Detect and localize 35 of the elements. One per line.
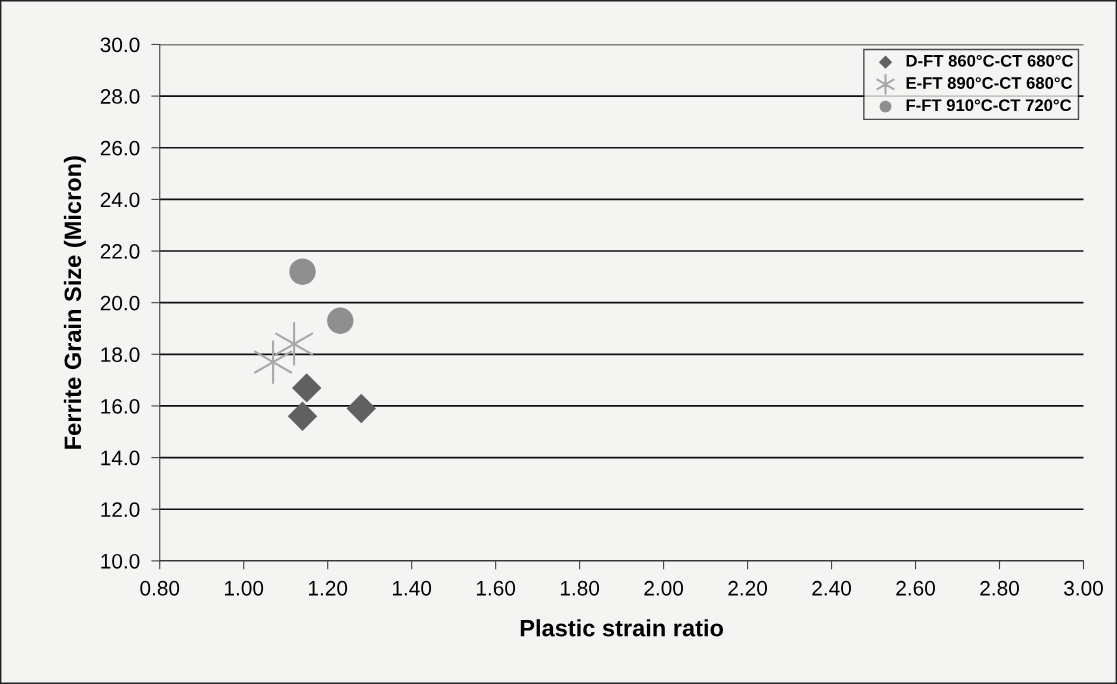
legend-label: D-FT 860°C-CT 680°C: [906, 54, 1074, 67]
point: [254, 340, 293, 384]
y-tick-label: 10.0: [101, 553, 140, 569]
x-tick-label: 3.00: [1064, 580, 1103, 596]
x-tick-label: 2.20: [728, 580, 768, 596]
legend-label: E-FT 890°C-CT 680°C: [906, 77, 1073, 89]
y-tick-label: 20.0: [100, 295, 140, 311]
x-tick-label: 2.40: [812, 580, 852, 596]
y-tick-label: 12.0: [101, 502, 140, 517]
y-tick-label: 22.0: [100, 244, 140, 259]
x-tick-label: 2.60: [896, 580, 935, 596]
point: [275, 322, 314, 366]
x-tick-label: 1.00: [225, 580, 264, 596]
x-tick-label: 1.60: [476, 580, 516, 596]
x-tick-label: 2.80: [980, 580, 1019, 596]
y-tick-label: 14.0: [101, 450, 140, 466]
y-tick-label: 30.0: [100, 37, 140, 53]
y-tick-label: 28.0: [100, 89, 140, 104]
x-tick-label: 1.80: [560, 580, 600, 596]
x-tick-label: 0.80: [140, 580, 180, 596]
y-axis-title: Ferrite Grain Size (Micron): [63, 156, 86, 449]
point: [327, 307, 354, 334]
x-tick-label: 2.00: [644, 580, 684, 596]
x-tick-label: 1.40: [392, 580, 432, 596]
y-tick-label: 26.0: [100, 140, 140, 156]
x-tick-label: 1.20: [309, 580, 348, 596]
point: [287, 401, 318, 432]
y-tick-label: 16.0: [101, 398, 140, 414]
y-tick-label: 24.0: [100, 192, 140, 208]
point: [291, 373, 322, 403]
point: [346, 393, 377, 424]
point: [289, 258, 316, 285]
x-axis-title: Plastic strain ratio: [520, 619, 724, 637]
legend-label: F-FT 910°C-CT 720°C: [906, 99, 1072, 112]
y-tick-label: 18.0: [101, 347, 140, 363]
